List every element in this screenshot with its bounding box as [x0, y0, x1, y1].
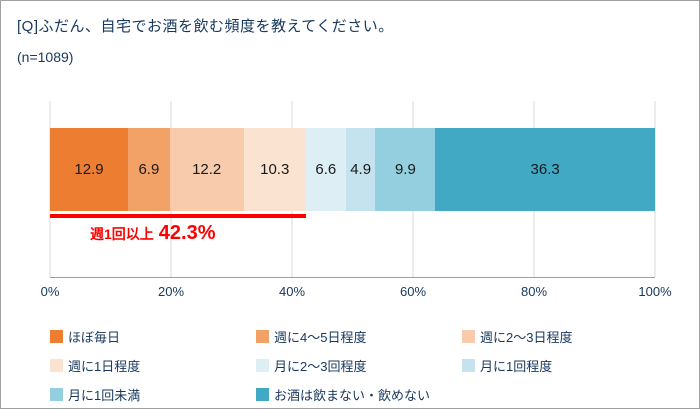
- bar-segment-8: 36.3: [435, 128, 655, 211]
- legend-swatch: [256, 330, 269, 343]
- annotation-underline: [50, 214, 306, 218]
- legend-item-1: ほぼ毎日: [50, 327, 256, 346]
- legend-label: 週に1日程度: [68, 359, 141, 374]
- bar-segment-value: 12.9: [74, 161, 104, 178]
- legend-item-7: 月に1回未満: [50, 385, 256, 404]
- stacked-bar: 12.9 6.9 12.2 10.3 6.6 4.9 9.9 36.3: [50, 128, 655, 211]
- legend: ほぼ毎日 週に4〜5日程度 週に2〜3日程度週に1日程度 月に2〜3回程度 月に1回程度…: [50, 327, 656, 404]
- legend-label: 月に2〜3回程度: [274, 359, 367, 374]
- annotation-label: 週1回以上: [90, 226, 154, 242]
- legend-swatch: [256, 359, 269, 372]
- bar-segment-1: 12.9: [50, 128, 129, 211]
- bar-segment-value: 6.9: [138, 161, 160, 178]
- annotation-value: 42.3%: [158, 222, 216, 244]
- legend-label: 週に2〜3日程度: [480, 330, 573, 345]
- bar-segment-2: 6.9: [128, 128, 170, 211]
- legend-item-6: 月に1回程度: [462, 356, 656, 375]
- legend-swatch: [462, 330, 475, 343]
- legend-label: 月に1回未満: [68, 388, 141, 403]
- bar-segment-value: 4.9: [350, 161, 372, 178]
- x-tick-label: 100%: [638, 284, 672, 299]
- legend-swatch: [50, 330, 63, 343]
- bar-segment-3: 12.2: [169, 128, 244, 211]
- legend-item-3: 週に2〜3日程度: [462, 327, 656, 346]
- legend-item-2: 週に4〜5日程度: [256, 327, 462, 346]
- annotation-text: 週1回以上 42.3%: [90, 222, 216, 245]
- legend-label: 月に1回程度: [480, 359, 553, 374]
- bar-segment-5: 6.6: [305, 128, 346, 211]
- bar-segment-value: 36.3: [530, 161, 560, 178]
- sample-size: (n=1089): [17, 49, 74, 65]
- bar-segment-value: 10.3: [260, 161, 290, 178]
- x-tick-label: 80%: [520, 284, 548, 299]
- legend-label: ほぼ毎日: [68, 330, 121, 345]
- legend-item-5: 月に2〜3回程度: [256, 356, 462, 375]
- legend-swatch: [462, 359, 475, 372]
- x-tick-label: 40%: [278, 284, 306, 299]
- legend-item-8: お酒は飲まない・飲めない: [256, 385, 462, 404]
- bar-segment-6: 4.9: [345, 128, 376, 211]
- gridline: [654, 101, 656, 277]
- bar-segment-4: 10.3: [243, 128, 306, 211]
- legend-swatch: [256, 388, 269, 401]
- legend-label: 週に4〜5日程度: [274, 330, 367, 345]
- x-tick-label: 20%: [157, 284, 185, 299]
- legend-swatch: [50, 359, 63, 372]
- bar-segment-7: 9.9: [375, 128, 436, 211]
- bar-segment-value: 6.6: [315, 161, 337, 178]
- x-tick-label: 60%: [399, 284, 427, 299]
- bar-segment-value: 12.2: [192, 161, 222, 178]
- plot-area: 12.9 6.9 12.2 10.3 6.6 4.9 9.9 36.3 週1回以上 42.3% …: [41, 101, 672, 299]
- question-title: [Q]ふだん、自宅でお酒を飲む頻度を教えてください。: [17, 18, 394, 35]
- legend-label: お酒は飲まない・飲めない: [274, 388, 431, 403]
- bar-segment-value: 9.9: [394, 161, 416, 178]
- legend-item-4: 週に1日程度: [50, 356, 256, 375]
- x-tick-label: 0%: [40, 284, 60, 299]
- legend-swatch: [50, 388, 63, 401]
